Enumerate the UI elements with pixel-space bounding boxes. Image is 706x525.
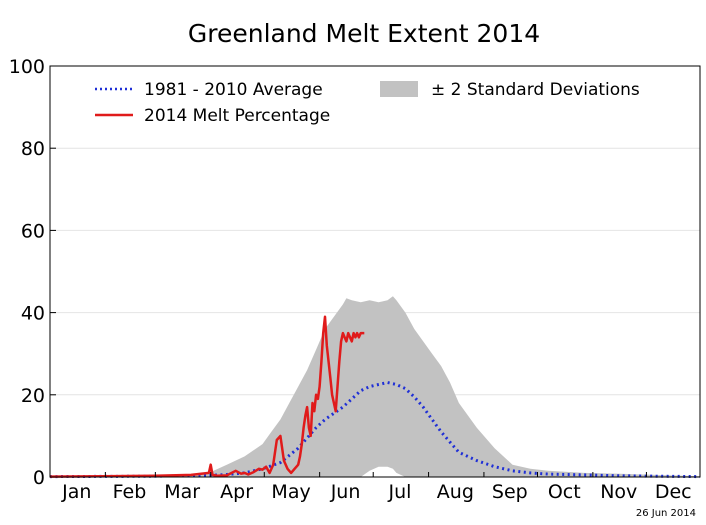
x-axis: Jan Feb Mar Apr May Jun Jul Aug Sep Oct Nov Dec [49, 472, 692, 503]
y-tick-label: 80 [21, 138, 45, 160]
legend-label-2014: 2014 Melt Percentage [144, 106, 330, 126]
y-tick-label: 40 [21, 303, 45, 325]
x-tick-label-nov: Nov [600, 481, 637, 503]
x-tick-label-jun: Jun [330, 481, 361, 503]
x-tick-label-sep: Sep [492, 481, 528, 503]
y-tick-label: 100 [9, 56, 45, 78]
std-dev-band [50, 296, 700, 477]
y-tick-label: 60 [21, 220, 45, 242]
y-tick-label: 20 [21, 385, 45, 407]
chart-title: Greenland Melt Extent 2014 [188, 19, 540, 48]
date-stamp: 26 Jun 2014 [636, 508, 696, 519]
legend-label-average: 1981 - 2010 Average [144, 80, 323, 100]
x-tick-label-oct: Oct [548, 481, 581, 503]
x-tick-label-feb: Feb [113, 481, 147, 503]
legend-label-band: ± 2 Standard Deviations [431, 80, 640, 100]
plot-frame [49, 65, 701, 478]
x-tick-label-aug: Aug [437, 481, 474, 503]
std-dev-band-layer [50, 296, 700, 477]
x-tick-label-jul: Jul [388, 481, 412, 503]
legend-swatch-band [380, 81, 418, 97]
y-tick-label: 0 [33, 467, 45, 489]
x-tick-label-dec: Dec [655, 481, 692, 503]
legend: 1981 - 2010 Average 2014 Melt Percentage… [95, 80, 640, 126]
series-line-2014 [49, 315, 365, 478]
y-axis: 0 20 40 60 80 100 [9, 56, 56, 489]
x-tick-label-jan: Jan [61, 481, 91, 503]
series-layer [49, 315, 701, 479]
x-tick-label-mar: Mar [164, 481, 200, 503]
x-tick-label-may: May [271, 481, 310, 503]
x-tick-label-apr: Apr [220, 481, 253, 503]
